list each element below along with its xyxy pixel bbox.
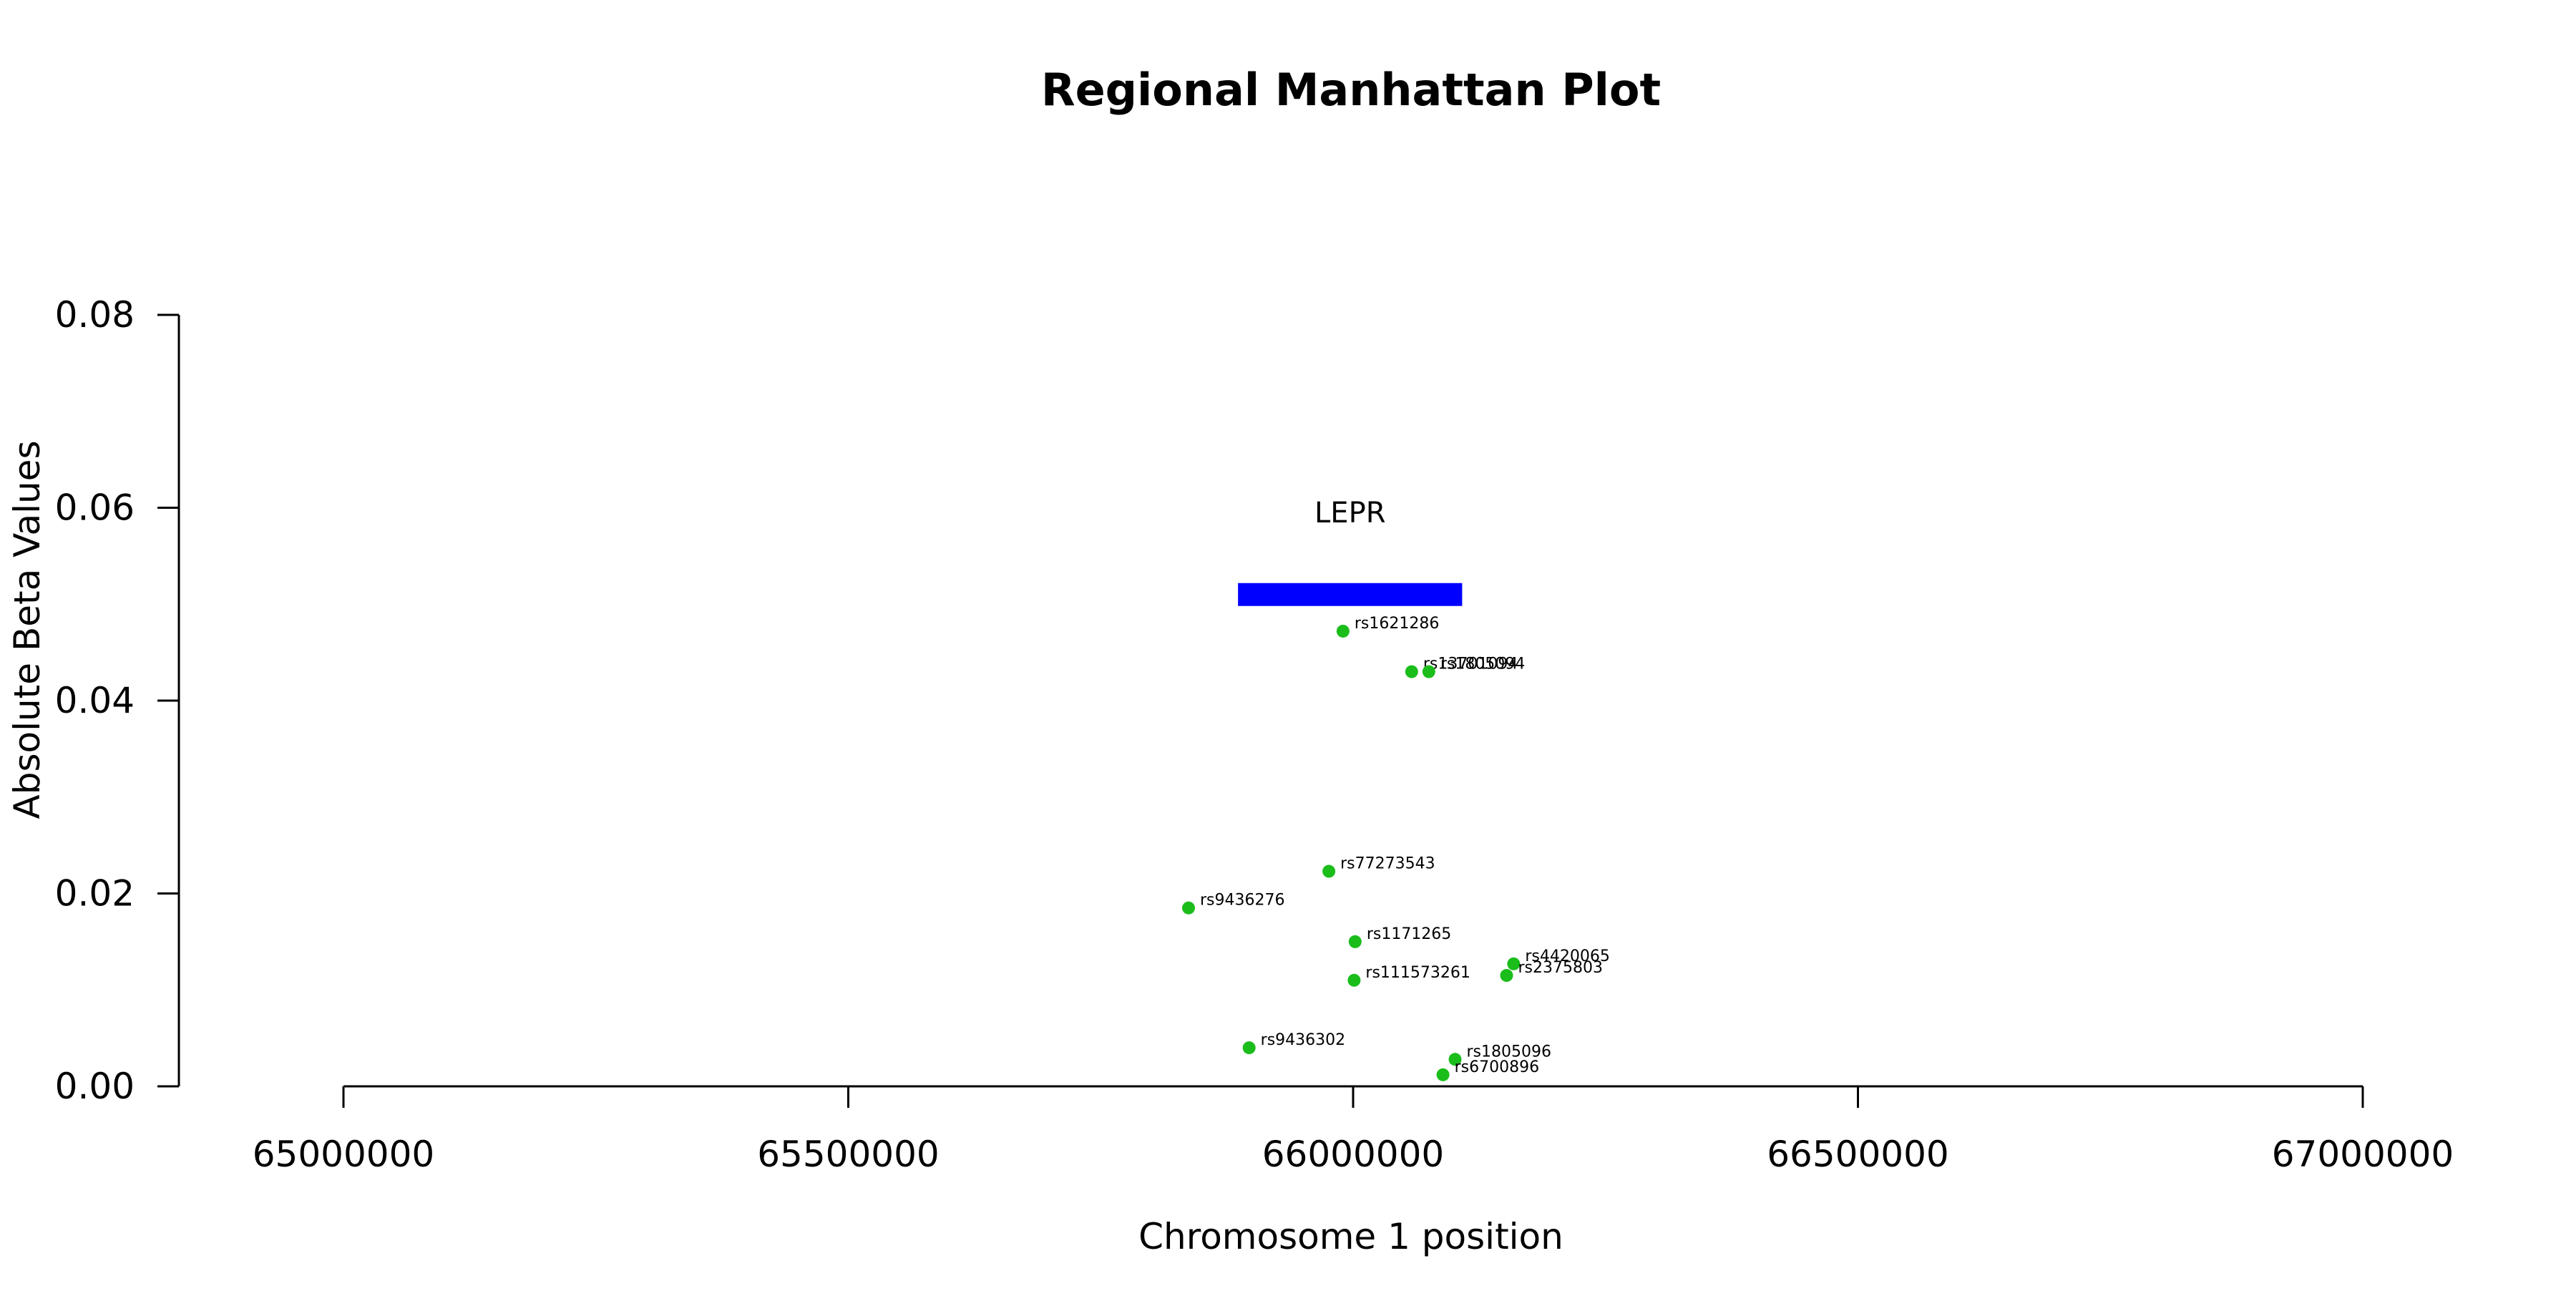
snp-label: rs77273543	[1340, 855, 1435, 873]
x-tick-label: 65500000	[757, 1134, 940, 1175]
snp-label: rs2375803	[1518, 959, 1603, 977]
y-axis-label: Absolute Beta Values	[6, 441, 48, 819]
y-tick-label: 0.08	[55, 294, 135, 336]
snp-point	[1422, 665, 1435, 678]
x-axis-label: Chromosome 1 position	[1138, 1216, 1563, 1257]
snp-point	[1405, 665, 1418, 678]
snp-label: rs13701094	[1423, 656, 1518, 673]
snp-point	[1336, 624, 1350, 638]
snp-point	[1448, 1053, 1462, 1066]
snp-point	[1242, 1041, 1256, 1055]
snp-point	[1507, 957, 1521, 970]
snp-label: rs1171265	[1367, 925, 1452, 943]
y-tick-label: 0.06	[55, 487, 135, 529]
snp-point	[1500, 969, 1513, 983]
gene-label: LEPR	[1314, 497, 1385, 530]
gene-track: LEPR	[1238, 497, 1463, 606]
axes: 0.00 0.02 0.04 0.06 0.08 65000000 65500000 6600…	[55, 294, 2454, 1175]
x-tick-label: 65000000	[253, 1134, 435, 1175]
snp-point	[1347, 973, 1361, 987]
x-tick-label: 66000000	[1262, 1134, 1445, 1175]
gene-bar	[1238, 583, 1463, 606]
x-tick-label: 66500000	[1767, 1134, 1949, 1175]
snp-label: rs1805094	[1440, 656, 1526, 673]
chart-title: Regional Manhattan Plot	[1041, 64, 1661, 116]
snp-point	[1322, 864, 1336, 878]
snp-label: rs1621286	[1355, 615, 1440, 633]
snp-point	[1348, 935, 1362, 948]
snp-point	[1182, 901, 1196, 915]
y-tick-label: 0.00	[55, 1066, 135, 1107]
y-tick-label: 0.02	[55, 873, 135, 915]
snp-label: rs9436302	[1261, 1031, 1346, 1049]
snp-label: rs111573261	[1365, 964, 1470, 982]
y-tick-label: 0.04	[55, 680, 135, 721]
snp-label: rs1805096	[1467, 1043, 1552, 1061]
snp-point	[1436, 1068, 1450, 1081]
snp-label: rs9436276	[1200, 892, 1285, 910]
snp-label: rs6700896	[1455, 1058, 1540, 1076]
snp-label: rs4420065	[1525, 947, 1610, 965]
x-tick-label: 67000000	[2272, 1134, 2454, 1175]
